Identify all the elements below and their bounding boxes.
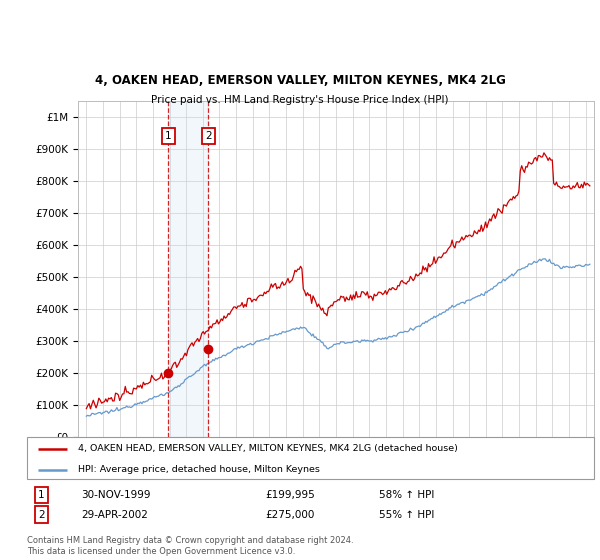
Text: 2: 2 (38, 510, 44, 520)
Text: 29-APR-2002: 29-APR-2002 (81, 510, 148, 520)
Text: £275,000: £275,000 (265, 510, 314, 520)
Text: 58% ↑ HPI: 58% ↑ HPI (379, 490, 434, 500)
Text: 55% ↑ HPI: 55% ↑ HPI (379, 510, 434, 520)
Text: 4, OAKEN HEAD, EMERSON VALLEY, MILTON KEYNES, MK4 2LG (detached house): 4, OAKEN HEAD, EMERSON VALLEY, MILTON KE… (78, 444, 458, 453)
Text: 1: 1 (38, 490, 44, 500)
Text: 1: 1 (165, 131, 172, 141)
Text: HPI: Average price, detached house, Milton Keynes: HPI: Average price, detached house, Milt… (78, 465, 320, 474)
Text: Price paid vs. HM Land Registry's House Price Index (HPI): Price paid vs. HM Land Registry's House … (151, 95, 449, 105)
FancyBboxPatch shape (27, 437, 594, 479)
Text: 4, OAKEN HEAD, EMERSON VALLEY, MILTON KEYNES, MK4 2LG: 4, OAKEN HEAD, EMERSON VALLEY, MILTON KE… (95, 74, 505, 87)
Text: 30-NOV-1999: 30-NOV-1999 (81, 490, 151, 500)
Text: Contains HM Land Registry data © Crown copyright and database right 2024.
This d: Contains HM Land Registry data © Crown c… (27, 536, 353, 556)
Text: £199,995: £199,995 (265, 490, 315, 500)
Text: 2: 2 (205, 131, 212, 141)
Bar (168, 101, 208, 437)
